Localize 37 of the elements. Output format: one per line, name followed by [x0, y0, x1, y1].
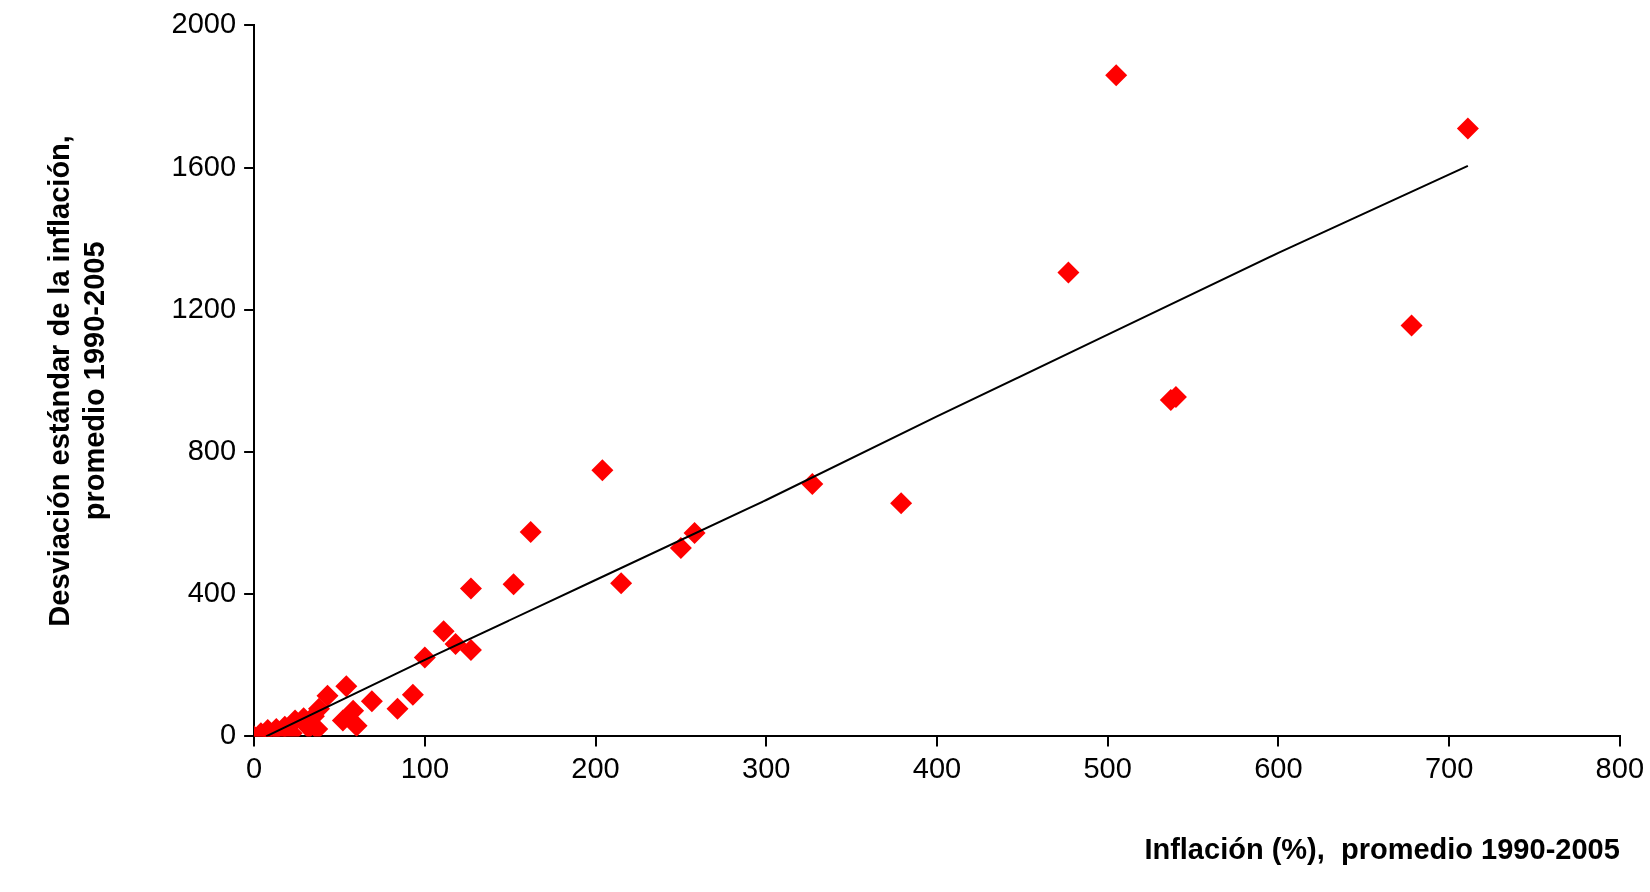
y-tick-label: 0	[219, 718, 237, 751]
point	[610, 572, 633, 595]
point	[459, 639, 482, 662]
point	[459, 577, 482, 600]
point	[1057, 261, 1080, 284]
x-tick-label: 300	[742, 751, 791, 784]
y-tick-label: 1600	[171, 149, 237, 182]
point	[345, 714, 368, 737]
x-tick-label: 200	[571, 751, 620, 784]
x-tick-label: 500	[1083, 751, 1132, 784]
point	[331, 709, 354, 732]
x-tick-label: 700	[1424, 751, 1474, 784]
point	[360, 690, 383, 713]
point	[432, 620, 455, 643]
point	[386, 697, 409, 720]
point	[316, 684, 339, 707]
x-tick-label: 400	[912, 751, 962, 784]
point	[1400, 314, 1423, 337]
y-tick-label: 2000	[171, 7, 237, 40]
point	[1456, 117, 1479, 140]
point	[1105, 64, 1128, 87]
point	[591, 459, 614, 482]
point	[519, 520, 542, 543]
point	[401, 683, 424, 706]
y-tick-label: 800	[187, 434, 237, 466]
point	[669, 536, 692, 559]
x-tick-label: 800	[1595, 751, 1644, 784]
y-axis-title: Desviación estándar de la inflación, promedio 1990-2005	[43, 135, 111, 627]
point	[335, 675, 358, 698]
point	[890, 492, 913, 515]
point	[502, 573, 525, 596]
x-tick-label: 0	[246, 751, 263, 784]
y-tick-label: 400	[187, 576, 237, 609]
x-tick-label: 100	[400, 751, 450, 784]
y-tick-label: 1200	[171, 291, 237, 324]
x-axis-title: Inflación (%), promedio 1990-2005	[1144, 832, 1620, 865]
x-tick-label: 600	[1254, 751, 1303, 784]
